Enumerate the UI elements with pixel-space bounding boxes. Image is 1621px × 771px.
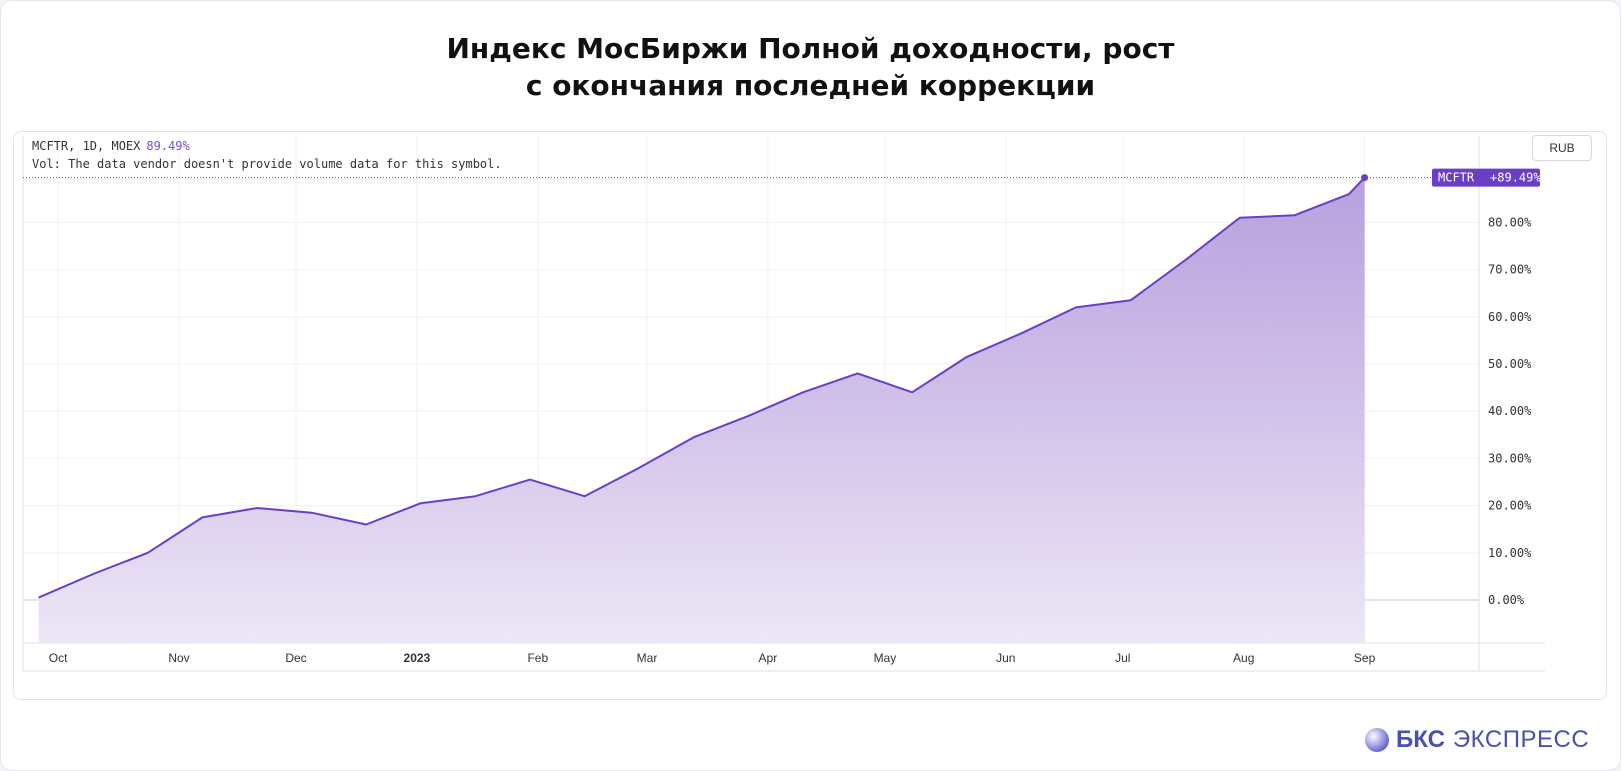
brand-name-light: ЭКСПРЕСС [1452,726,1590,753]
chart-title-line1: Индекс МосБиржи Полной доходности, рост [446,32,1175,65]
brand-logo: БКС ЭКСПРЕСС [1364,725,1589,755]
y-tick-label: 0.00% [1488,593,1525,607]
x-tick-label: 2023 [404,651,431,665]
y-tick-label: 50.00% [1488,357,1532,371]
x-tick-label: Oct [49,651,68,665]
y-tick-label: 20.00% [1488,499,1532,513]
x-tick-label: May [874,651,897,665]
y-tick-label: 10.00% [1488,546,1532,560]
y-tick-label: 80.00% [1488,215,1532,229]
chart-title: Индекс МосБиржи Полной доходности, рост … [0,30,1621,104]
x-tick-label: Feb [527,651,548,665]
x-tick-label: Aug [1233,651,1254,665]
last-value-series-name: MCFTR [1438,171,1475,185]
chart-title-line2: с окончания последней коррекции [525,69,1096,102]
x-tick-label: Nov [168,651,189,665]
x-tick-label: Dec [285,651,306,665]
y-tick-label: 40.00% [1488,404,1532,418]
symbol-legend: MCFTR, 1D, MOEX 89.49% [32,139,190,153]
x-tick-label: Jul [1115,651,1130,665]
bks-sphere-icon [1365,728,1389,752]
y-tick-label: 70.00% [1488,263,1532,277]
series-line [38,176,1366,599]
symbol-legend-change: 89.49% [146,139,190,153]
x-tick-label: Mar [637,651,658,665]
y-tick-label: 30.00% [1488,451,1532,465]
x-tick-label: Jun [996,651,1015,665]
x-tick-label: Apr [759,651,778,665]
last-value-marker [1361,174,1369,182]
symbol-legend-name: MCFTR, 1D, MOEX [32,139,141,153]
x-tick-label: Sep [1354,651,1376,665]
last-value-label: +89.49% [1490,171,1541,185]
series-area [38,177,1365,643]
currency-button[interactable]: RUB [1532,135,1592,161]
y-tick-label: 60.00% [1488,310,1532,324]
brand-name-bold: БКС [1396,726,1445,753]
volume-note: Vol: The data vendor doesn't provide vol… [32,157,502,171]
last-value-label-bg [1432,168,1540,187]
